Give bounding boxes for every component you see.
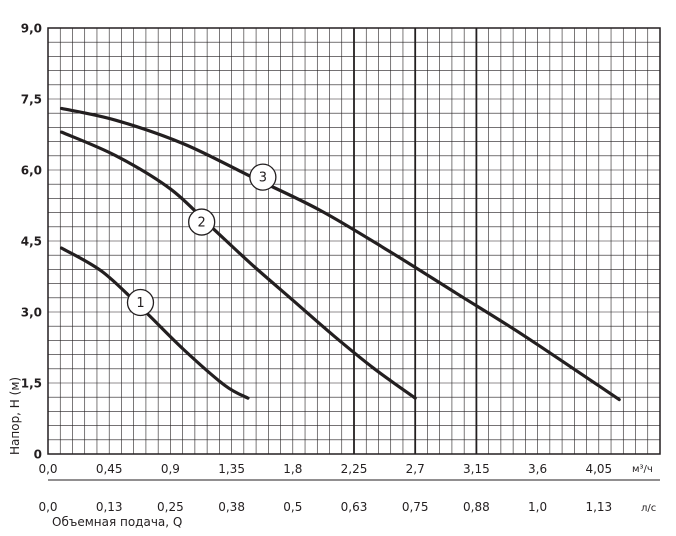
series-marker-label: 1 bbox=[136, 296, 144, 311]
series-marker-circle bbox=[126, 288, 155, 317]
x-tick-label-bottom: 0,38 bbox=[218, 500, 245, 514]
plot-frame bbox=[47, 27, 661, 455]
y-tick-label: 7,5 bbox=[21, 93, 42, 107]
x-tick-label-bottom: 0,5 bbox=[283, 500, 302, 514]
emphasized-gridlines bbox=[353, 28, 478, 454]
y-tick-labels: 0 1,5 3,0 4,5 6,0 7,5 9,0 bbox=[21, 22, 42, 462]
series-line-1 bbox=[60, 246, 250, 400]
series-marker-circle bbox=[249, 163, 277, 191]
y-tick-label: 4,5 bbox=[21, 235, 42, 249]
x-tick-labels-bottom: 0,0 0,13 0,25 0,38 0,5 0,63 0,75 0,88 1,0 1,13 bbox=[38, 500, 612, 514]
x-tick-label-top: 4,05 bbox=[585, 462, 612, 476]
x-tick-label-bottom: 0,75 bbox=[402, 500, 429, 514]
x-tick-label-top: 0,9 bbox=[161, 462, 180, 476]
x-tick-label-top: 0,0 bbox=[38, 462, 57, 476]
x-tick-label-top: 0,45 bbox=[96, 462, 123, 476]
series-marker-3: 3 bbox=[249, 163, 277, 191]
x-tick-label-bottom: 0,13 bbox=[96, 500, 123, 514]
x-tick-labels-top: 0,0 0,45 0,9 1,35 1,8 2,25 2,7 3,15 3,6 4,05 bbox=[38, 462, 612, 476]
series-marker-label: 2 bbox=[198, 216, 206, 231]
x-tick-label-top: 2,7 bbox=[406, 462, 425, 476]
y-tick-label: 3,0 bbox=[21, 306, 42, 320]
x-tick-label-top: 1,8 bbox=[283, 462, 302, 476]
x-tick-label-top: 1,35 bbox=[218, 462, 245, 476]
x-unit-bottom: л/с bbox=[641, 503, 656, 514]
y-tick-label: 1,5 bbox=[21, 377, 42, 391]
series-marker-label: 3 bbox=[259, 171, 267, 186]
x-tick-label-top: 3,6 bbox=[528, 462, 547, 476]
x-tick-label-bottom: 1,13 bbox=[585, 500, 612, 514]
series-line-3 bbox=[60, 106, 621, 402]
x-unit-top: м³/ч bbox=[632, 464, 653, 475]
series-layer: 1 2 3 bbox=[60, 106, 621, 402]
series-line-2 bbox=[60, 130, 417, 400]
x-tick-label-bottom: 0,88 bbox=[463, 500, 490, 514]
x-tick-label-bottom: 1,0 bbox=[528, 500, 547, 514]
x-tick-label-bottom: 0,0 bbox=[38, 500, 57, 514]
x-tick-label-bottom: 0,63 bbox=[341, 500, 368, 514]
series-marker-2: 2 bbox=[188, 208, 216, 236]
series-marker-1: 1 bbox=[126, 288, 155, 317]
y-tick-label: 6,0 bbox=[21, 164, 42, 178]
x-tick-label-top: 3,15 bbox=[463, 462, 490, 476]
x-tick-label-bottom: 0,25 bbox=[157, 500, 184, 514]
y-tick-label: 0 bbox=[34, 448, 42, 462]
x-axis-label: Объемная подача, Q bbox=[52, 515, 182, 529]
series-marker-circle bbox=[188, 208, 216, 236]
x-tick-label-top: 2,25 bbox=[341, 462, 368, 476]
y-axis-label: Напор, Н (м) bbox=[8, 377, 22, 455]
y-tick-label: 9,0 bbox=[21, 22, 42, 36]
